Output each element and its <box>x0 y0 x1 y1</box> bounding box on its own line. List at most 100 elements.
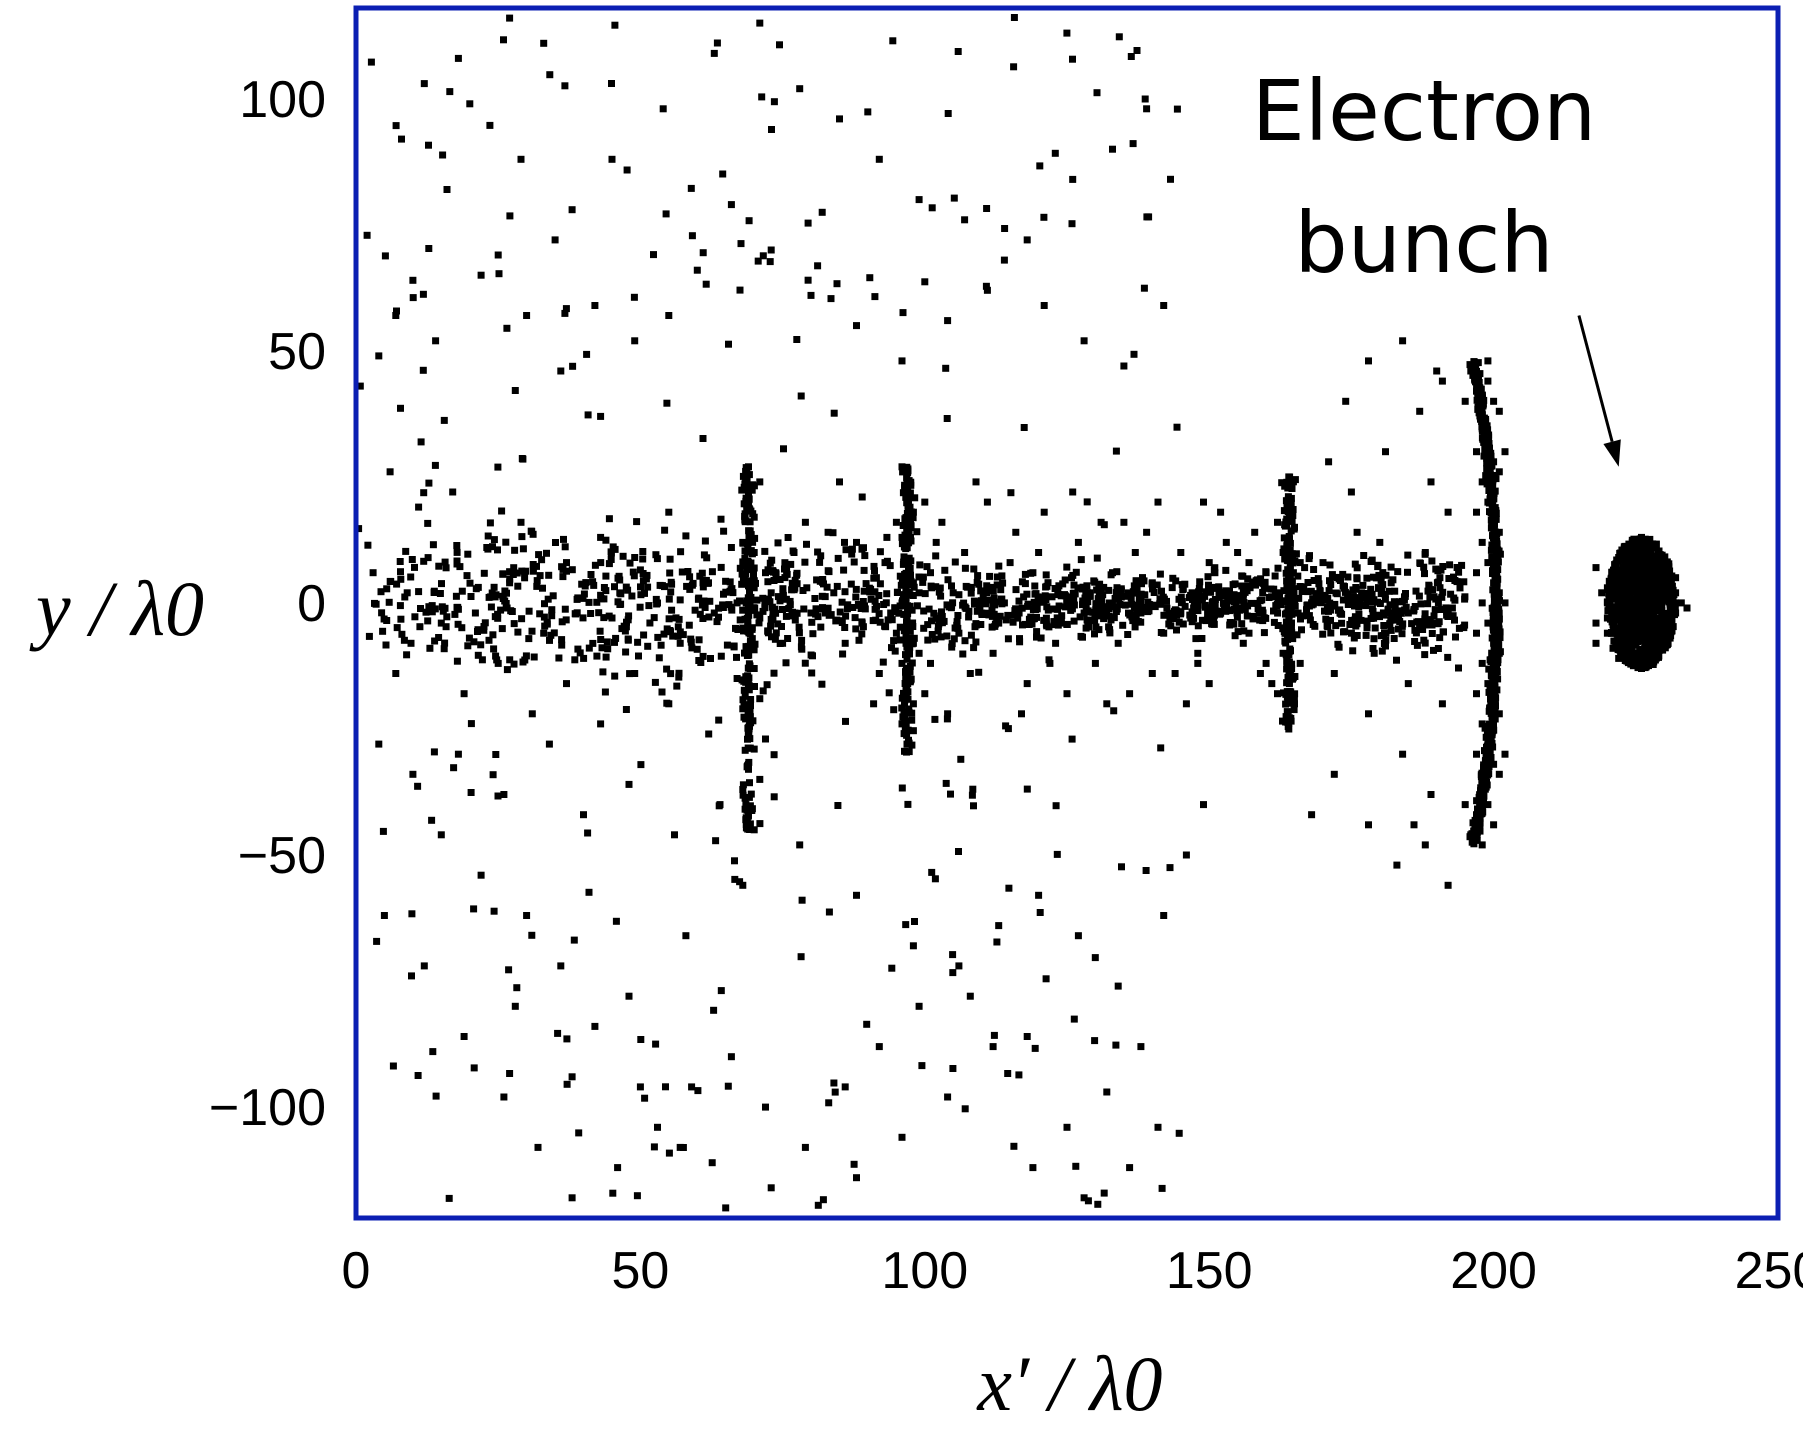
particle-point <box>1478 769 1486 777</box>
particle-point <box>1031 1044 1039 1052</box>
particle-point <box>380 912 388 919</box>
particle-point <box>407 573 415 581</box>
particle-point <box>558 636 566 644</box>
particle-point <box>1610 595 1618 603</box>
particle-point <box>1621 598 1629 606</box>
particle-point <box>909 700 917 708</box>
particle-point <box>853 891 860 899</box>
particle-point <box>1477 415 1484 423</box>
particle-point <box>1177 549 1185 556</box>
particle-point <box>745 660 753 668</box>
particle-point <box>490 907 498 915</box>
particle-point <box>909 514 917 522</box>
particle-point <box>1112 589 1120 597</box>
particle-point <box>1657 596 1665 604</box>
particle-point <box>1070 617 1078 625</box>
particle-point <box>1660 630 1668 638</box>
particle-point <box>688 232 696 240</box>
particle-point <box>928 631 936 638</box>
particle-point <box>1436 584 1444 592</box>
particle-point <box>705 730 713 738</box>
particle-point <box>1458 561 1466 569</box>
particle-point <box>1482 442 1490 450</box>
particle-point <box>1644 646 1652 653</box>
particle-point <box>783 567 791 575</box>
particle-point <box>970 565 978 573</box>
particle-point <box>1627 560 1635 568</box>
particle-point <box>450 764 458 772</box>
particle-point <box>1290 706 1298 714</box>
particle-point <box>1142 867 1150 874</box>
particle-point <box>443 613 451 621</box>
particle-point <box>944 1093 952 1101</box>
particle-point <box>1626 550 1634 558</box>
particle-point <box>741 512 749 520</box>
particle-point <box>503 324 511 332</box>
particle-point <box>758 93 766 101</box>
particle-point <box>743 805 751 813</box>
particle-point <box>1489 472 1497 479</box>
particle-point <box>1296 583 1304 590</box>
particle-point <box>1325 458 1333 466</box>
particle-point <box>470 905 478 913</box>
particle-point <box>906 662 914 670</box>
particle-point <box>1634 611 1642 619</box>
particle-point <box>1288 577 1296 585</box>
particle-point <box>1289 553 1297 560</box>
particle-point <box>1154 498 1162 506</box>
particle-point <box>1148 670 1156 677</box>
particle-point <box>990 1031 998 1039</box>
particle-point <box>1167 622 1175 630</box>
particle-point <box>833 280 841 288</box>
particle-point <box>753 596 761 604</box>
particle-point <box>788 586 796 594</box>
particle-point <box>1476 819 1484 827</box>
particle-point <box>1484 680 1492 688</box>
particle-point <box>621 627 629 635</box>
particle-point <box>1489 712 1497 720</box>
particle-point <box>1035 891 1043 899</box>
particle-point <box>944 710 952 718</box>
particle-point <box>1005 884 1013 892</box>
particle-point <box>834 554 842 562</box>
particle-point <box>1615 606 1623 613</box>
particle-point <box>1670 591 1678 599</box>
particle-point <box>1042 583 1050 591</box>
particle-point <box>882 623 890 631</box>
particle-point <box>896 602 904 610</box>
particle-point <box>1416 407 1424 415</box>
particle-point <box>1483 759 1491 766</box>
particle-point <box>921 590 929 598</box>
particle-point <box>1051 618 1059 626</box>
particle-point <box>748 606 756 614</box>
particle-point <box>1012 605 1020 613</box>
particle-point <box>1643 624 1651 632</box>
particle-point <box>770 669 778 677</box>
particle-point <box>1664 577 1672 585</box>
particle-point <box>1490 644 1498 651</box>
particle-point <box>1289 506 1297 513</box>
particle-point <box>736 616 744 624</box>
particle-point <box>682 932 690 940</box>
particle-point <box>746 518 754 526</box>
particle-point <box>409 294 417 302</box>
particle-point <box>1608 568 1616 576</box>
particle-point <box>988 607 996 614</box>
particle-point <box>807 291 815 299</box>
particle-point <box>1611 590 1619 597</box>
particle-point <box>1492 533 1500 541</box>
particle-point <box>1268 593 1276 601</box>
particle-point <box>1284 634 1292 642</box>
particle-point <box>1446 561 1454 569</box>
particle-point <box>871 567 878 575</box>
particle-point <box>498 625 506 633</box>
particle-point <box>983 286 991 294</box>
particle-point <box>1632 652 1640 660</box>
particle-point <box>1363 595 1371 603</box>
particle-point <box>1110 707 1118 715</box>
particle-point <box>653 555 661 563</box>
particle-point <box>1488 518 1496 526</box>
particle-point <box>1444 508 1452 516</box>
particle-point <box>633 1192 641 1200</box>
particle-point <box>701 604 709 611</box>
